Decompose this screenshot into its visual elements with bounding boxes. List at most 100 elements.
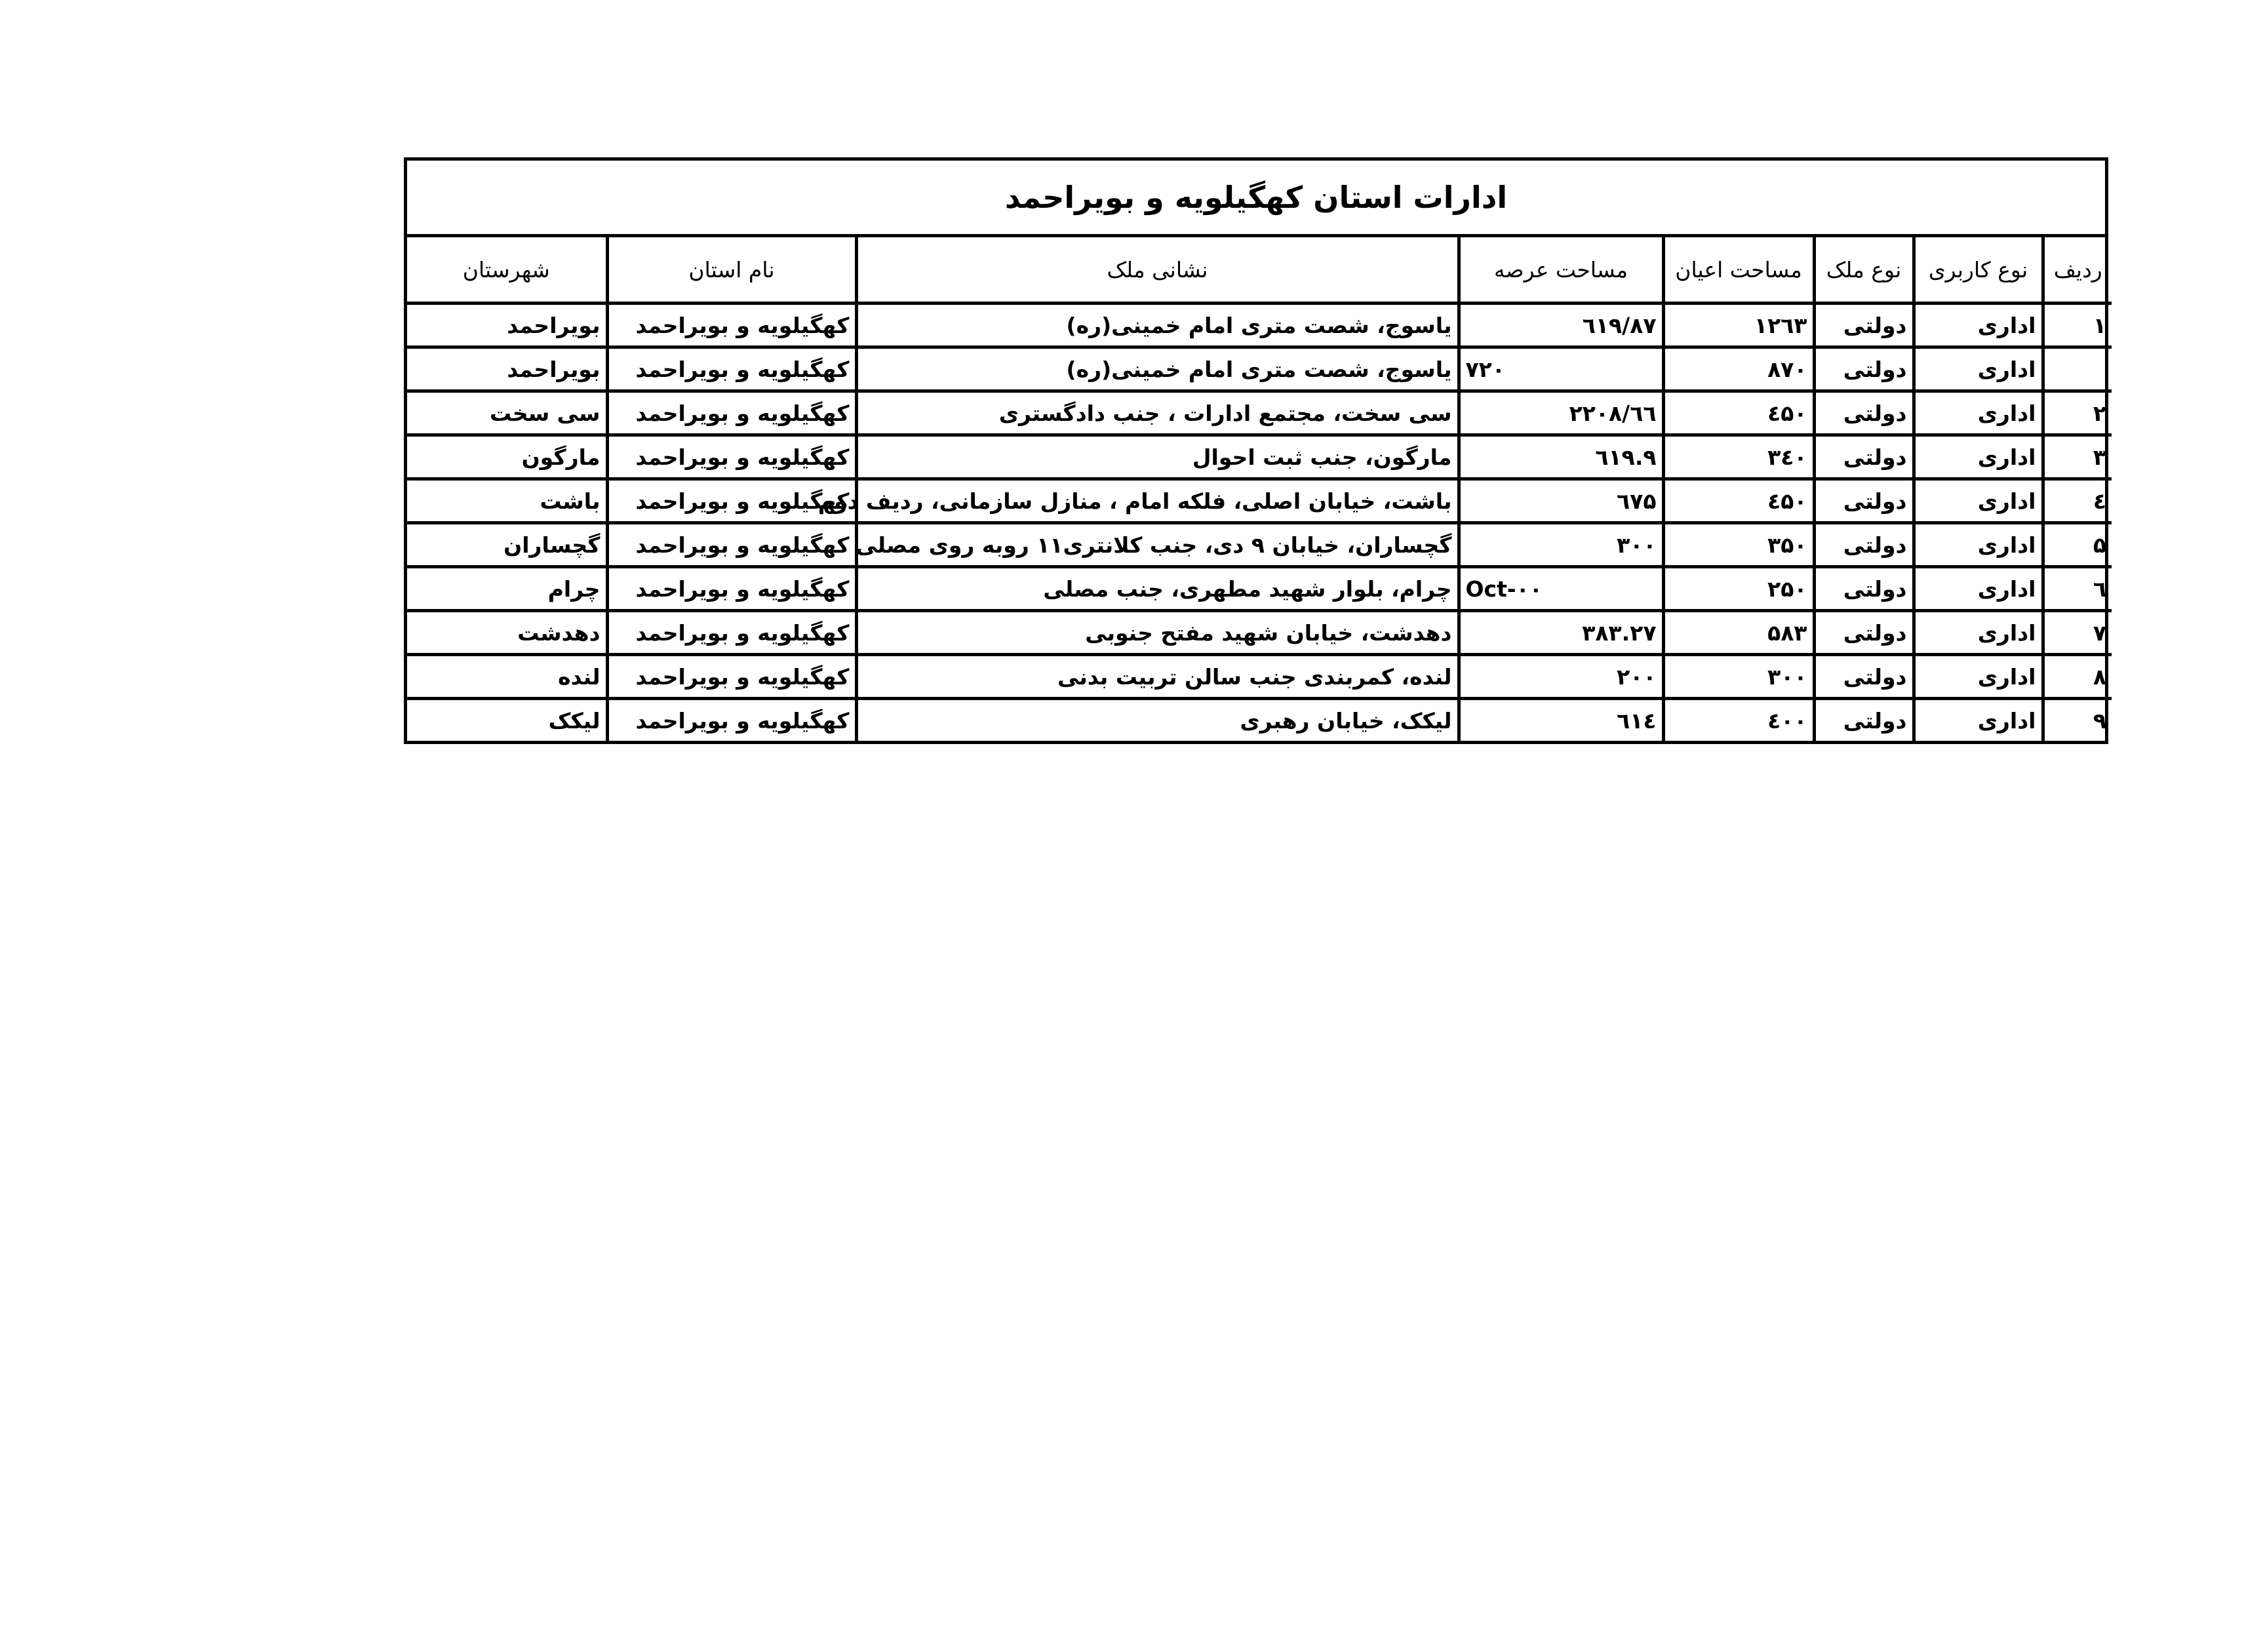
cell-ayan: ٤۵۰ xyxy=(1661,477,1816,524)
cell-address: سی سخت، مجتمع ادارات ، جنب دادگستری xyxy=(854,389,1461,437)
cell-melk: دولتی xyxy=(1812,477,1916,524)
cell-address: لیکک، خیابان رهبری xyxy=(854,697,1461,741)
cell-radif: ٤ xyxy=(2041,477,2112,524)
table-row: ۲ اداری دولتی ٤۵۰ ٦٦/۲۲۰۸ سی سخت، مجتمع ادارا… xyxy=(407,389,2112,437)
table-row: اداری دولتی ۸۷۰ ۷۲۰ یاسوج، شصت متری امام خمی… xyxy=(407,345,2112,393)
cell-karbari: اداری xyxy=(1912,389,2045,437)
cell-address: گچساران، خیابان ۹ دی، جنب کلانتری۱۱ روبه… xyxy=(854,521,1461,568)
cell-ayan: ۳۵۰ xyxy=(1661,521,1816,568)
cell-address: مارگون، جنب ثبت احوال xyxy=(854,433,1461,481)
cell-karbari: اداری xyxy=(1912,433,2045,481)
cell-ostan: کهگیلویه و بویراحمد xyxy=(605,477,858,524)
column-header-shahrestan: شهرستان xyxy=(407,237,609,305)
cell-melk: دولتی xyxy=(1812,345,1916,393)
column-header-radif: ردیف xyxy=(2041,237,2112,305)
cell-ostan: کهگیلویه و بویراحمد xyxy=(605,345,858,393)
cell-ayan: ۲۵۰ xyxy=(1661,565,1816,612)
table-row: ٤ اداری دولتی ٤۵۰ ٦۷۵ باشت، خیابان اصلی، فلکه… xyxy=(407,477,2112,524)
table-row: ۹ اداری دولتی ٤۰۰ ٦۱٤ لیکک، خیابان رهبری کهگیل… xyxy=(407,697,2112,741)
cell-arse: ٦۱٤ xyxy=(1457,697,1665,741)
cell-melk: دولتی xyxy=(1812,302,1916,349)
cell-karbari: اداری xyxy=(1912,477,2045,524)
table-row: ۸ اداری دولتی ۳۰۰ ۲۰۰ لنده، کمربندی جنب سالن … xyxy=(407,653,2112,700)
cell-radif: ۱ xyxy=(2041,302,2112,349)
column-header-address: نشانی ملک xyxy=(854,237,1461,305)
table-row: ۱ اداری دولتی ۱۲٦۳ ۸۷/٦۱۹ یاسوج، شصت متری اما… xyxy=(407,302,2112,349)
cell-radif: ٦ xyxy=(2041,565,2112,612)
cell-radif: ۷ xyxy=(2041,609,2112,656)
cell-arse: ٦٦/۲۲۰۸ xyxy=(1457,389,1665,437)
table-row: ۵ اداری دولتی ۳۵۰ ۳۰۰ گچساران، خیابان ۹ دی، ج… xyxy=(407,521,2112,568)
table-row: ۳ اداری دولتی ۳٤۰ ٦۱۹.۹ مارگون، جنب ثبت احوال… xyxy=(407,433,2112,481)
cell-ayan: ۳٤۰ xyxy=(1661,433,1816,481)
table-row: ۷ اداری دولتی ۵۸۳ ۳۸۳.۲۷ دهدشت، خیابان شهید م… xyxy=(407,609,2112,656)
cell-ayan: ٤۰۰ xyxy=(1661,697,1816,741)
cell-arse: ۸۷/٦۱۹ xyxy=(1457,302,1665,349)
cell-arse: ۳۰۰ xyxy=(1457,521,1665,568)
cell-shahrestan: سی سخت xyxy=(407,389,609,437)
cell-address: یاسوج، شصت متری امام خمینی(ره) xyxy=(854,345,1461,393)
cell-arse: Oct-۰۰ xyxy=(1457,565,1665,612)
cell-karbari: اداری xyxy=(1912,345,2045,393)
column-header-arse: مساحت عرصه xyxy=(1457,237,1665,305)
cell-arse: ۲۰۰ xyxy=(1457,653,1665,700)
cell-melk: دولتی xyxy=(1812,697,1916,741)
column-header-ayan: مساحت اعیان xyxy=(1661,237,1816,305)
cell-shahrestan: مارگون xyxy=(407,433,609,481)
cell-ostan: کهگیلویه و بویراحمد xyxy=(605,609,858,656)
cell-melk: دولتی xyxy=(1812,389,1916,437)
cell-radif: ۸ xyxy=(2041,653,2112,700)
property-table-document: ادارات استان کهگیلویه و بویراحمد ردیف نوع… xyxy=(404,157,2112,744)
cell-melk: دولتی xyxy=(1812,521,1916,568)
cell-ayan: ٤۵۰ xyxy=(1661,389,1816,437)
cell-shahrestan: باشت xyxy=(407,477,609,524)
cell-karbari: اداری xyxy=(1912,521,2045,568)
cell-shahrestan: لیکک xyxy=(407,697,609,741)
column-header-ostan: نام استان xyxy=(605,237,858,305)
cell-ayan: ۱۲٦۳ xyxy=(1661,302,1816,349)
header-row: ردیف نوع کاربری نوع ملک مساحت اعیان مساحت عر… xyxy=(407,237,2112,305)
cell-ostan: کهگیلویه و بویراحمد xyxy=(605,521,858,568)
cell-shahrestan: دهدشت xyxy=(407,609,609,656)
cell-karbari: اداری xyxy=(1912,609,2045,656)
cell-address: چرام، بلوار شهید مطهری، جنب مصلی xyxy=(854,565,1461,612)
cell-address: باشت، خیابان اصلی، فلکه امام ، منازل ساز… xyxy=(818,477,1461,524)
cell-ostan: کهگیلویه و بویراحمد xyxy=(605,653,858,700)
cell-melk: دولتی xyxy=(1812,433,1916,481)
table-title: ادارات استان کهگیلویه و بویراحمد xyxy=(407,161,2105,237)
cell-karbari: اداری xyxy=(1912,302,2045,349)
cell-ayan: ۵۸۳ xyxy=(1661,609,1816,656)
cell-shahrestan: گچساران xyxy=(407,521,609,568)
property-table: ردیف نوع کاربری نوع ملک مساحت اعیان مساحت عر… xyxy=(407,237,2112,741)
cell-melk: دولتی xyxy=(1812,653,1916,700)
cell-ostan: کهگیلویه و بویراحمد xyxy=(605,302,858,349)
column-header-melk: نوع ملک xyxy=(1812,237,1916,305)
table-row: ٦ اداری دولتی ۲۵۰ Oct-۰۰ چرام، بلوار شهید مطه… xyxy=(407,565,2112,612)
cell-address: لنده، کمربندی جنب سالن تربیت بدنی xyxy=(854,653,1461,700)
cell-shahrestan: بویراحمد xyxy=(407,302,609,349)
cell-karbari: اداری xyxy=(1912,697,2045,741)
cell-shahrestan: بویراحمد xyxy=(407,345,609,393)
cell-shahrestan: لنده xyxy=(407,653,609,700)
cell-ayan: ۳۰۰ xyxy=(1661,653,1816,700)
cell-radif: ۹ xyxy=(2041,697,2112,741)
cell-ostan: کهگیلویه و بویراحمد xyxy=(605,697,858,741)
cell-ostan: کهگیلویه و بویراحمد xyxy=(605,565,858,612)
cell-arse: ٦۷۵ xyxy=(1457,477,1665,524)
cell-arse: ۳۸۳.۲۷ xyxy=(1457,609,1665,656)
cell-address: یاسوج، شصت متری امام خمینی(ره) xyxy=(854,302,1461,349)
cell-address: دهدشت، خیابان شهید مفتح جنوبی xyxy=(854,609,1461,656)
cell-shahrestan: چرام xyxy=(407,565,609,612)
cell-radif: ۳ xyxy=(2041,433,2112,481)
cell-ayan: ۸۷۰ xyxy=(1661,345,1816,393)
cell-ostan: کهگیلویه و بویراحمد xyxy=(605,389,858,437)
cell-radif: ۵ xyxy=(2041,521,2112,568)
cell-radif xyxy=(2041,345,2112,393)
cell-karbari: اداری xyxy=(1912,653,2045,700)
column-header-karbari: نوع کاربری xyxy=(1912,237,2045,305)
cell-arse: ٦۱۹.۹ xyxy=(1457,433,1665,481)
cell-melk: دولتی xyxy=(1812,565,1916,612)
cell-karbari: اداری xyxy=(1912,565,2045,612)
cell-radif: ۲ xyxy=(2041,389,2112,437)
cell-melk: دولتی xyxy=(1812,609,1916,656)
